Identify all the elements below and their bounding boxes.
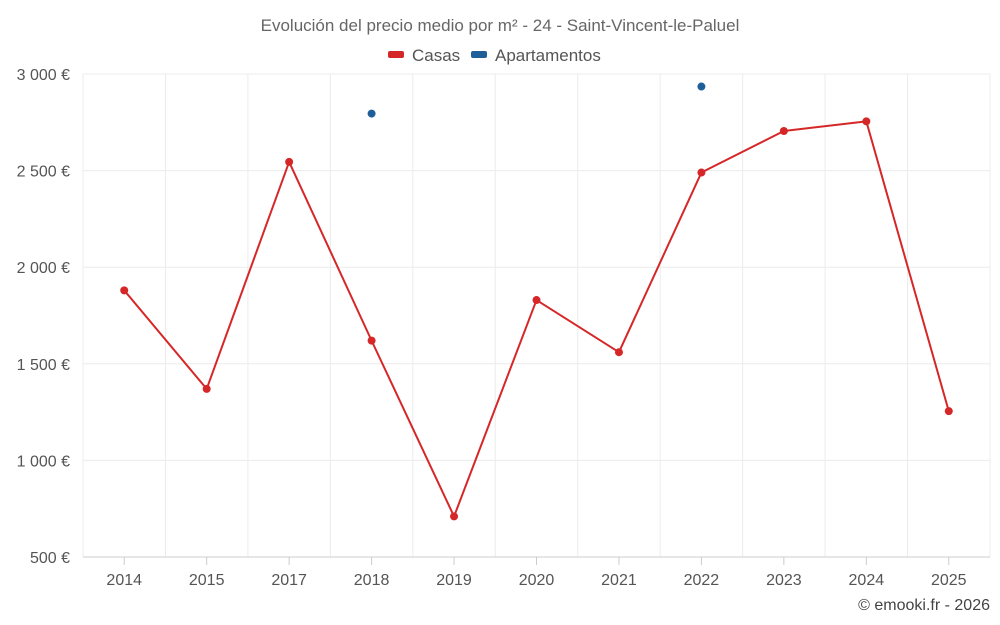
x-tick-label: 2021 — [601, 572, 637, 589]
legend-label: Apartamentos — [495, 46, 601, 65]
data-point — [285, 157, 294, 166]
data-point — [202, 384, 211, 393]
data-point — [779, 126, 788, 135]
series-apartamentos — [367, 82, 706, 118]
chart-title: Evolución del precio medio por m² - 24 -… — [261, 16, 740, 35]
x-tick-label: 2015 — [189, 572, 225, 589]
y-tick-label: 3 000 € — [17, 67, 70, 84]
data-point — [450, 512, 459, 521]
data-point — [367, 336, 376, 345]
x-tick-label: 2023 — [766, 572, 802, 589]
y-tick-label: 500 € — [30, 550, 70, 567]
data-point — [862, 117, 871, 126]
credit-text: © emooki.fr - 2026 — [858, 597, 990, 614]
data-point — [697, 168, 706, 177]
y-tick-label: 2 000 € — [17, 260, 70, 277]
x-tick-label: 2025 — [931, 572, 967, 589]
data-point — [120, 286, 129, 295]
x-tick-label: 2022 — [684, 572, 720, 589]
y-axis: 500 € 1 000 € 1 500 € 2 000 € 2 500 € 3 000 € — [17, 67, 70, 567]
data-point — [532, 296, 541, 305]
data-point — [614, 348, 623, 357]
x-tick-label: 2024 — [849, 572, 885, 589]
x-tick-label: 2014 — [106, 572, 142, 589]
x-axis: 2014 2015 2017 2018 2019 2020 2021 2022 2023 2024… — [106, 557, 967, 589]
series-layer — [120, 82, 953, 521]
x-tick-label: 2020 — [519, 572, 555, 589]
y-tick-label: 2 500 € — [17, 164, 70, 181]
y-tick-label: 1 000 € — [17, 453, 70, 470]
legend-swatch — [388, 51, 404, 58]
legend: Casas Apartamentos — [388, 46, 601, 65]
x-tick-label: 2019 — [436, 572, 472, 589]
grid — [82, 73, 991, 558]
data-point — [944, 407, 953, 416]
series-casas — [120, 117, 953, 521]
legend-swatch — [471, 51, 487, 58]
data-point — [697, 82, 706, 91]
y-tick-label: 1 500 € — [17, 357, 70, 374]
data-point — [367, 109, 376, 118]
legend-label: Casas — [412, 46, 460, 65]
x-tick-label: 2018 — [354, 572, 390, 589]
x-tick-label: 2017 — [271, 572, 307, 589]
